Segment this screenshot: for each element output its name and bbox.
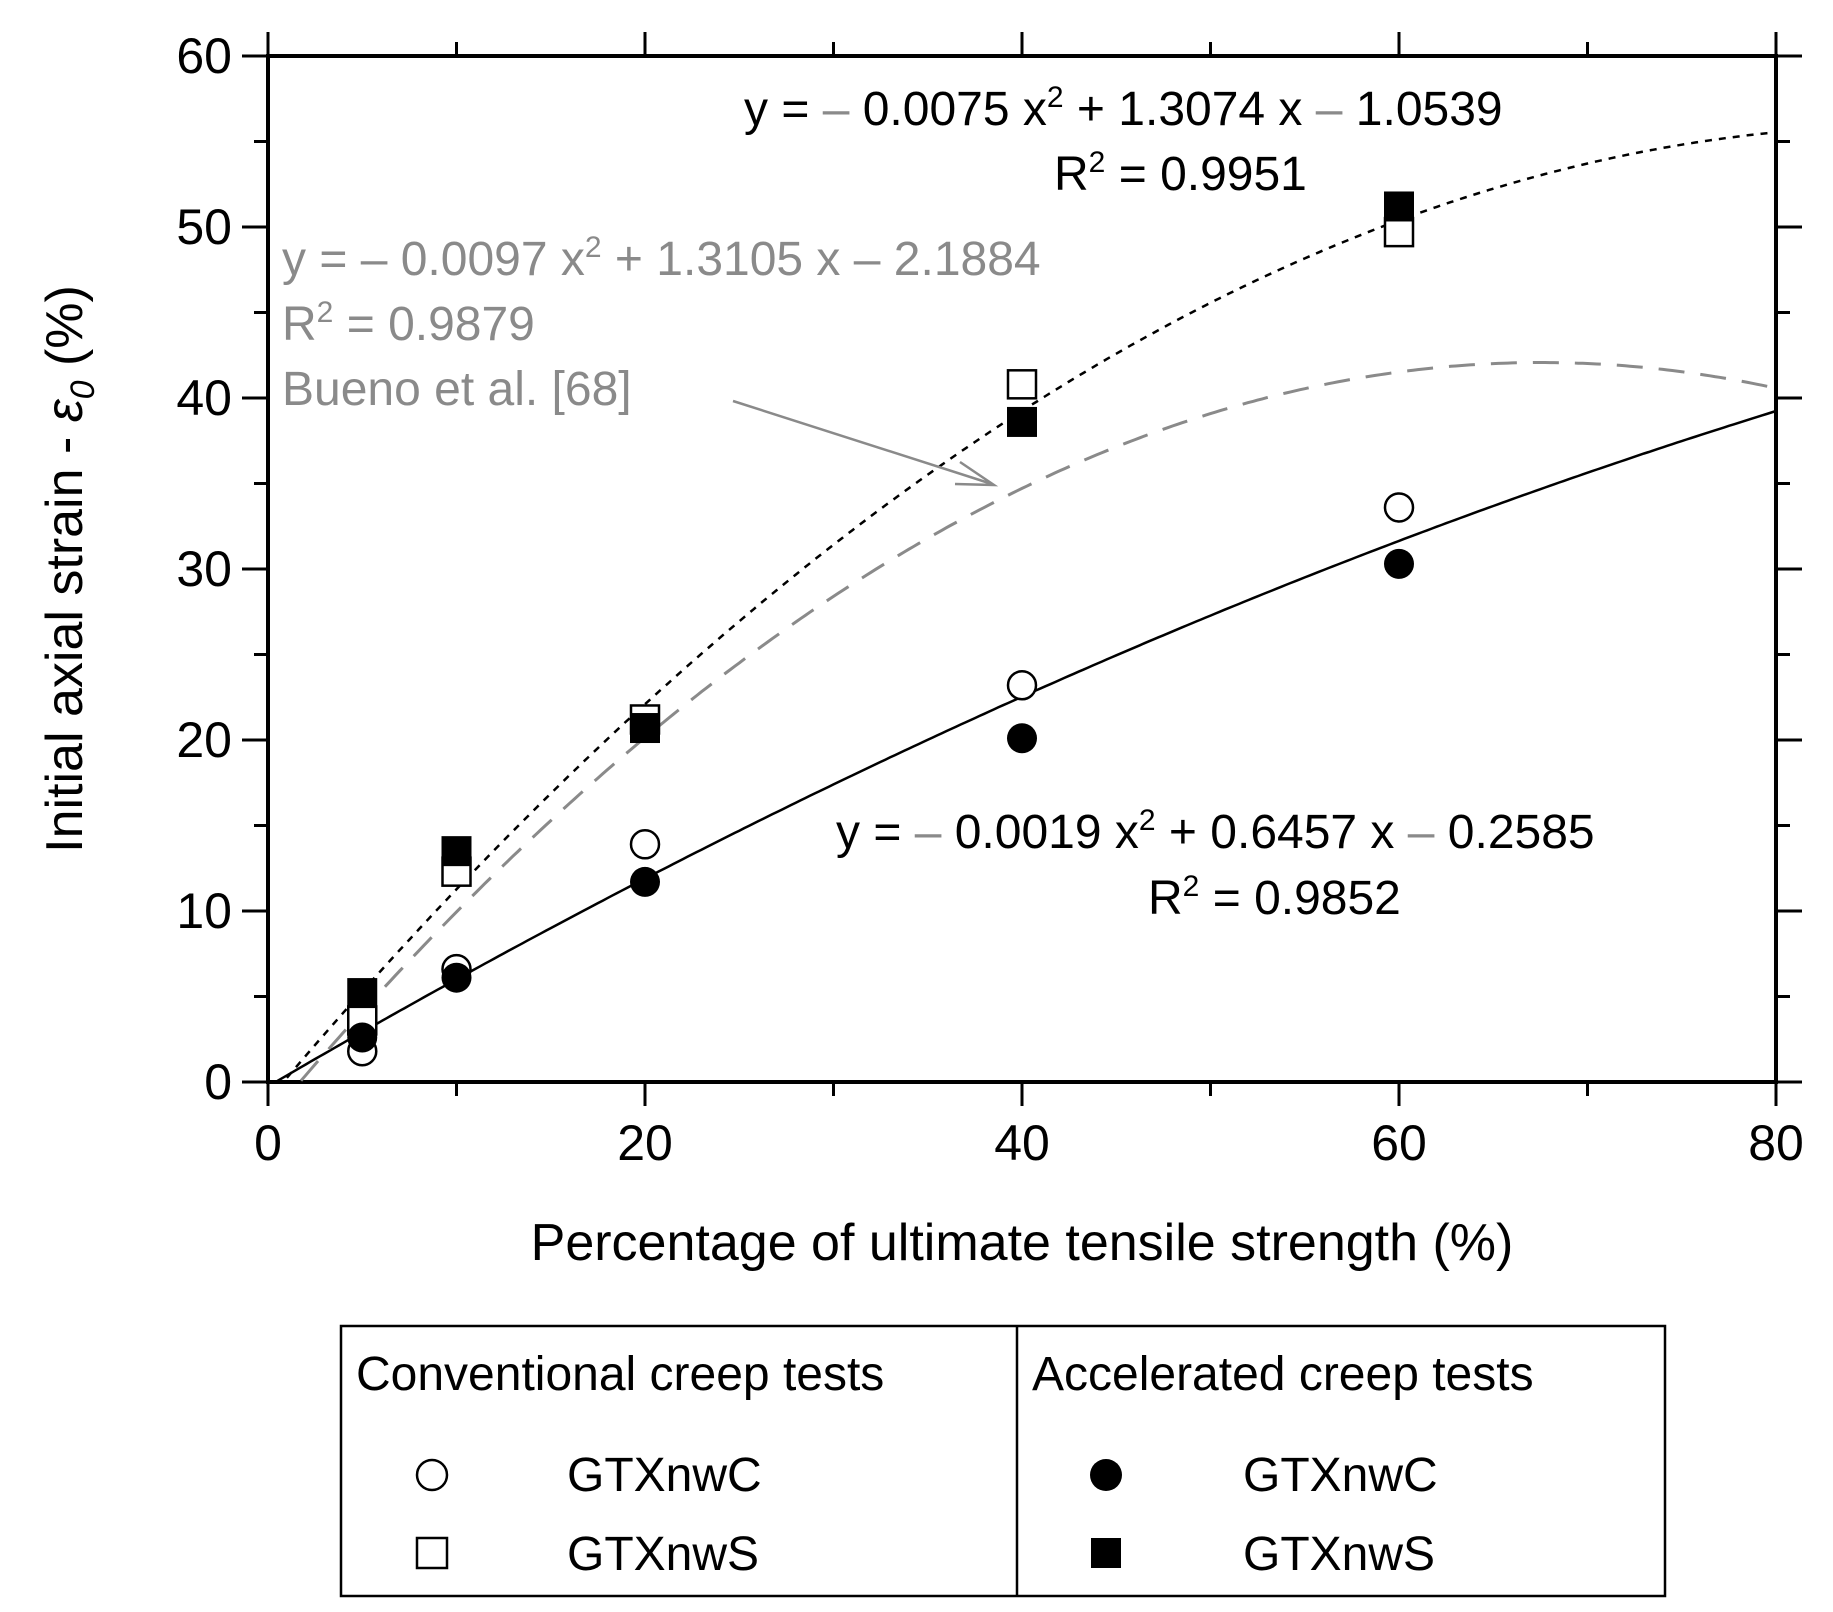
plot-frame: [266, 54, 1778, 1084]
y-tick-label: 20: [176, 712, 232, 768]
x-tick-label: 80: [1748, 1115, 1804, 1171]
eq-circle-minus2: –: [1408, 806, 1435, 859]
bueno-fit-curve: [299, 361, 1777, 1082]
eq-circle-line1: y = – 0.0019 x2 + 0.6457 x – 0.2585: [836, 804, 1595, 859]
y-axis-title-subscript: 0: [64, 380, 102, 399]
eq-bueno-line1: y = – 0.0097 x2 + 1.3105 x – 2.1884: [282, 231, 1041, 286]
square-fit-curve: [285, 131, 1777, 1079]
eq-circle-b: + 0.6457 x: [1156, 806, 1408, 859]
y-axis-title-main: Initial axial strain -: [36, 422, 94, 853]
conventional-gtxnws-point: [1383, 216, 1415, 248]
legend-accelerated-gtxnws: GTXnwS: [1243, 1528, 1435, 1581]
eq-circle-r2-sup: 2: [1183, 870, 1200, 903]
accelerated-gtxnwc-point: [630, 866, 660, 897]
eq-square-y: y =: [744, 83, 823, 136]
eq-circle-r2: R2 = 0.9852: [1148, 870, 1401, 925]
bueno-label: Bueno et al. [68]: [282, 363, 632, 416]
eq-square-sup: 2: [1047, 81, 1064, 114]
x-tick-label: 0: [254, 1115, 282, 1171]
accelerated-gtxnwc-point: [441, 962, 472, 993]
x-tick-label: 40: [994, 1115, 1050, 1171]
legend-open-square-icon: [415, 1536, 449, 1570]
legend: Conventional creep tests Accelerated cre…: [339, 1324, 1667, 1598]
eq-bueno-r2-sup: 2: [317, 296, 334, 329]
legend-conventional-gtxnwc: GTXnwC: [567, 1449, 762, 1502]
data-markers: [347, 191, 1415, 1067]
x-axis-title: Percentage of ultimate tensile strength …: [531, 1214, 1514, 1272]
legend-header-accelerated: Accelerated creep tests: [1032, 1348, 1534, 1401]
eq-square-r2-pre: R: [1054, 148, 1089, 201]
eq-circle-sup: 2: [1139, 804, 1156, 837]
accelerated-gtxnwc-point: [1384, 548, 1414, 579]
conventional-gtxnws-point: [1006, 369, 1038, 400]
eq-bueno-sup: 2: [585, 231, 602, 264]
y-tick-label: 30: [176, 541, 232, 597]
eq-square-r2: R2 = 0.9951: [1054, 146, 1307, 201]
eq-bueno-a: y = – 0.0097 x: [282, 233, 585, 286]
bueno-arrowhead: [954, 460, 999, 487]
conventional-gtxnwc-point: [1006, 670, 1038, 701]
y-tick-label: 60: [176, 28, 232, 84]
eq-bueno-r2: R2 = 0.9879: [282, 296, 535, 351]
y-tick-label: 40: [176, 370, 232, 426]
eq-square-minus2: –: [1316, 83, 1343, 136]
axis-tick-labels: 0 20 40 60 80 0 10 20 30 40 50 60: [176, 28, 1803, 1171]
accelerated-gtxnws-point: [630, 713, 660, 744]
eq-square-r2-post: = 0.9951: [1105, 148, 1307, 201]
eq-square-a: 0.0075 x: [863, 83, 1047, 136]
conventional-gtxnwc-point: [629, 829, 661, 860]
y-tick-label: 10: [176, 883, 232, 939]
y-axis-title: Initial axial strain - ε0 (%): [36, 285, 102, 853]
eq-circle-r2-pre: R: [1148, 872, 1183, 925]
x-tick-label: 60: [1371, 1115, 1427, 1171]
eq-circle-r2-post: = 0.9852: [1199, 872, 1401, 925]
conventional-gtxnwc-point: [1383, 492, 1415, 523]
bueno-arrow-line: [732, 399, 993, 486]
legend-conventional-gtxnws: GTXnwS: [567, 1528, 759, 1581]
eq-square-line1: y = – 0.0075 x2 + 1.3074 x – 1.0539: [744, 81, 1503, 136]
y-axis-title-symbol: ε: [36, 398, 94, 422]
eq-square-minus1: –: [823, 83, 863, 136]
legend-open-circle-icon: [415, 1458, 449, 1492]
eq-square-r2-sup: 2: [1089, 146, 1106, 179]
legend-filled-circle-icon: [1090, 1459, 1122, 1491]
eq-bueno-r2-pre: R: [282, 298, 317, 351]
y-tick-label: 50: [176, 199, 232, 255]
accelerated-gtxnws-point: [441, 836, 472, 867]
eq-circle-y: y =: [836, 806, 915, 859]
axis-ticks: [242, 32, 1802, 1106]
eq-circle-a: 0.0019 x: [955, 806, 1139, 859]
legend-filled-square-icon: [1091, 1538, 1121, 1568]
legend-accelerated-gtxnwc: GTXnwC: [1243, 1449, 1438, 1502]
x-tick-label: 20: [617, 1115, 673, 1171]
accelerated-gtxnwc-point: [1007, 723, 1037, 754]
eq-bueno-b: + 1.3105 x – 2.1884: [602, 233, 1041, 286]
y-tick-label: 0: [204, 1054, 232, 1110]
eq-circle-minus1: –: [915, 806, 955, 859]
legend-box: [339, 1324, 1667, 1598]
eq-circle-c: 0.2585: [1434, 806, 1594, 859]
y-axis-title-unit: (%): [36, 285, 94, 380]
eq-square-b: + 1.3074 x: [1064, 83, 1316, 136]
legend-header-conventional: Conventional creep tests: [356, 1348, 884, 1401]
accelerated-gtxnws-point: [1384, 191, 1414, 222]
accelerated-gtxnws-point: [1007, 406, 1037, 437]
eq-bueno-r2-post: = 0.9879: [333, 298, 535, 351]
eq-square-c: 1.0539: [1342, 83, 1502, 136]
accelerated-gtxnwc-point: [347, 1022, 378, 1053]
accelerated-gtxnws-point: [347, 978, 378, 1009]
